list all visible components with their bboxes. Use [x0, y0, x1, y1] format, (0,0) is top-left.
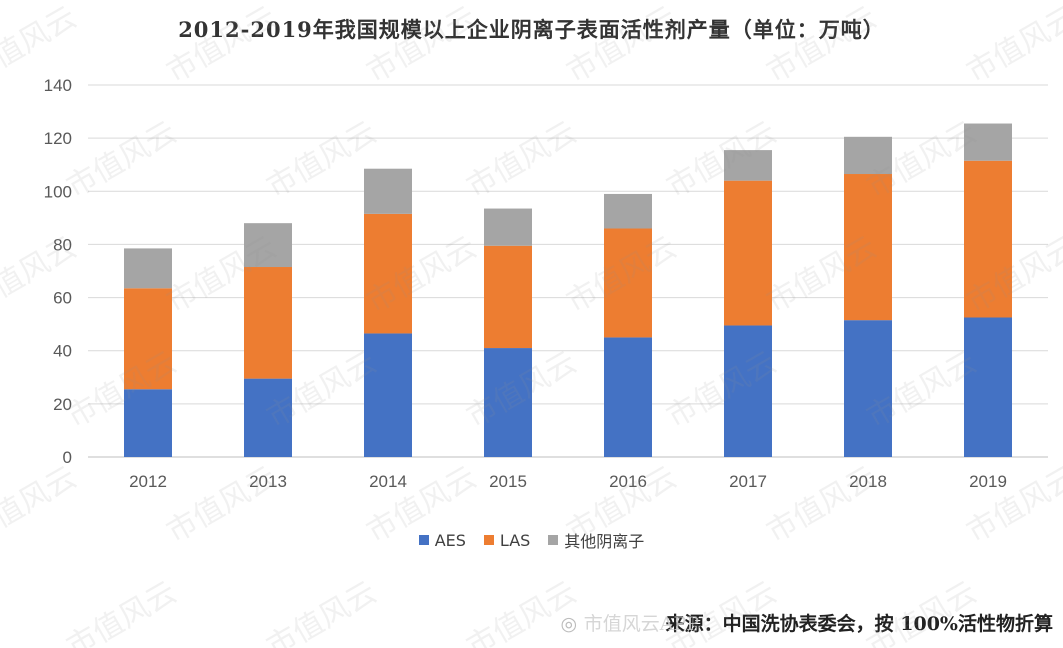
- bar-2016-series-0: [604, 337, 652, 457]
- bar-2012-series-0: [124, 389, 172, 457]
- legend-item-las: LAS: [483, 528, 531, 552]
- y-tick-label-140: 140: [44, 76, 72, 95]
- bar-2018-series-0: [844, 320, 892, 457]
- bar-2013-series-0: [244, 378, 292, 457]
- legend-swatch-aes: [418, 535, 429, 545]
- x-tick-label-2018: 2018: [849, 472, 887, 491]
- bar-2014-series-0: [364, 333, 412, 457]
- bar-2015-series-1: [484, 245, 532, 349]
- legend-label-other: 其他阴离子: [564, 532, 645, 551]
- bar-2017-series-1: [724, 180, 772, 326]
- y-axis-ticks: 0 20 40 60 80 100 120 140: [44, 76, 72, 467]
- x-tick-label-2013: 2013: [249, 472, 287, 491]
- y-tick-label-120: 120: [44, 129, 72, 148]
- bar-2013-series-2: [244, 223, 292, 268]
- legend-swatch-other: [548, 535, 559, 545]
- x-tick-label-2014: 2014: [369, 472, 407, 491]
- y-tick-label-40: 40: [53, 342, 72, 361]
- bar-2019-series-0: [964, 317, 1012, 457]
- bar-2016-series-1: [604, 228, 652, 338]
- legend-item-other: 其他阴离子: [548, 528, 644, 552]
- legend-item-aes: AES: [418, 528, 466, 552]
- x-tick-label-2017: 2017: [729, 472, 767, 491]
- bar-2012-series-2: [124, 248, 172, 289]
- bar-2016-series-2: [604, 193, 652, 229]
- weibo-logo-icon: ◎: [560, 613, 578, 635]
- y-tick-label-0: 0: [63, 448, 72, 467]
- source-note: ◎ 市值风云APP 来源：中国洗协表委会，按 100%活性物折算: [561, 609, 1053, 636]
- y-tick-label-100: 100: [44, 182, 72, 201]
- bar-2019-series-2: [964, 123, 1012, 161]
- y-tick-label-60: 60: [53, 289, 72, 308]
- bar-2017-series-0: [724, 325, 772, 457]
- bar-2019-series-1: [964, 160, 1012, 318]
- bar-2018-series-1: [844, 174, 892, 321]
- bar-2014-series-1: [364, 213, 412, 334]
- legend-swatch-las: [483, 535, 494, 545]
- x-tick-label-2016: 2016: [609, 472, 647, 491]
- bar-2013-series-1: [244, 267, 292, 379]
- source-text: 来源：中国洗协表委会，按 100%活性物折算: [665, 613, 1053, 635]
- logo-text: 市值风云APP: [583, 613, 700, 635]
- bar-2015-series-2: [484, 208, 532, 246]
- x-tick-label-2015: 2015: [489, 472, 527, 491]
- bar-2018-series-2: [844, 136, 892, 175]
- legend-label-las: LAS: [499, 530, 531, 550]
- x-tick-label-2019: 2019: [969, 472, 1007, 491]
- bar-2012-series-1: [124, 288, 172, 390]
- x-axis-ticks: 2012 2013 2014 2015 2016 2017 2018 2019: [129, 472, 1007, 491]
- bars: [124, 123, 1012, 457]
- legend-label-aes: AES: [434, 530, 466, 550]
- y-tick-label-20: 20: [53, 395, 72, 414]
- bar-2017-series-2: [724, 150, 772, 181]
- y-tick-label-80: 80: [53, 235, 72, 254]
- bar-2015-series-0: [484, 348, 532, 457]
- chart-title: 2012-2019年我国规模以上企业阴离子表面活性剂产量（单位：万吨）: [178, 17, 885, 42]
- x-tick-label-2012: 2012: [129, 472, 167, 491]
- bar-2014-series-2: [364, 168, 412, 214]
- legend: AES LAS 其他阴离子: [0, 528, 1063, 552]
- gridlines: [88, 84, 1048, 458]
